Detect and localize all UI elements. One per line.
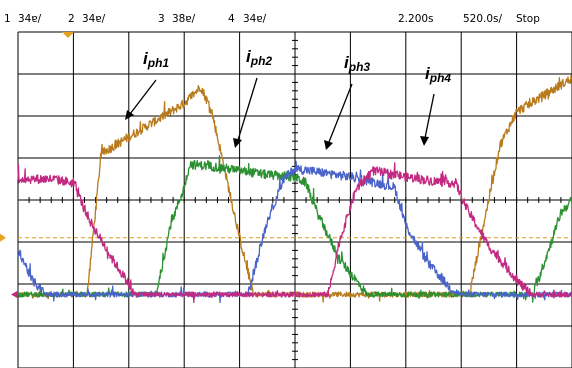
waveform-traces (17, 75, 572, 304)
graticule (17, 31, 572, 368)
arrow-iph4-head (420, 136, 429, 146)
ch3-scale: 38ɐ/ (172, 13, 196, 25)
label-iph3: iph3 (344, 53, 370, 74)
ch1-scale: 34ɐ/ (18, 13, 42, 25)
run-state: Stop (516, 13, 540, 25)
label-iph1: iph1 (143, 49, 169, 70)
trace-ph4 (17, 162, 572, 304)
ch2-scale: 34ɐ/ (82, 13, 106, 25)
arrow-iph3 (328, 83, 353, 143)
ch1-number: 1 (4, 13, 11, 25)
ch4-scale: 34ɐ/ (243, 13, 267, 25)
level-markers (0, 32, 572, 299)
phase-annotations: iph1 iph2 iph3 iph4 (125, 47, 451, 150)
arrow-iph1-head (125, 110, 134, 120)
arrow-iph3-head (324, 140, 333, 150)
arrow-iph2 (237, 77, 258, 141)
arrow-iph1 (129, 79, 157, 115)
ch4-number: 4 (228, 13, 235, 25)
arrow-iph4 (424, 93, 435, 139)
channel-header: 1 34ɐ/ 2 34ɐ/ 3 38ɐ/ 4 34ɐ/ 2.200s 520.0… (4, 13, 540, 25)
trigger-position-marker (62, 32, 74, 38)
trace-ph3 (17, 160, 572, 304)
label-iph2: iph2 (246, 47, 272, 68)
ground-marker (11, 290, 18, 299)
trigger-position: 2.200s (398, 13, 434, 25)
timebase: 520.0s/ (463, 13, 503, 25)
label-iph4: iph4 (425, 64, 451, 85)
ch2-number: 2 (68, 13, 75, 25)
arrow-iph2-head (233, 138, 242, 148)
trigger-level-marker (0, 233, 6, 242)
ch3-number: 3 (158, 13, 165, 25)
